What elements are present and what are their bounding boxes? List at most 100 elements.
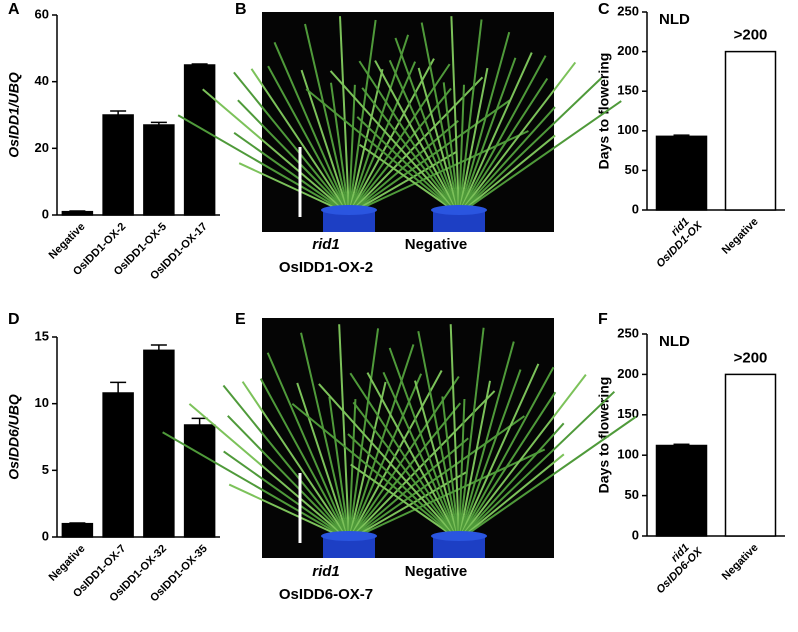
y-tick-label: 0 [632, 201, 639, 216]
leaf [458, 67, 489, 215]
leaf [458, 363, 540, 541]
leaf [350, 463, 460, 541]
leaf [241, 381, 350, 541]
leaf [348, 87, 452, 215]
x-tick-label: Negative [720, 216, 761, 257]
bar [724, 50, 777, 211]
y-tick-label: 50 [625, 162, 639, 177]
leaf [349, 372, 460, 541]
error-bar [673, 443, 690, 446]
leaf [329, 70, 460, 215]
y-tick-label: 20 [35, 140, 49, 155]
leaf [227, 415, 350, 541]
error-bar [191, 417, 208, 425]
leaf [259, 378, 350, 541]
leaf [348, 375, 460, 541]
leaf [458, 77, 603, 215]
leaf [442, 82, 460, 215]
pot-rim [321, 531, 377, 541]
leaf [417, 67, 460, 215]
leaf [458, 341, 515, 541]
leaf [291, 402, 460, 541]
leaf [348, 68, 384, 215]
leaf [388, 347, 460, 541]
leaf [233, 71, 350, 215]
leaf [458, 327, 485, 541]
leaf [348, 84, 356, 215]
leaf [449, 324, 460, 541]
bar [183, 424, 216, 538]
bar [143, 349, 175, 538]
photo-caption: OsIDD1-OX-2 [279, 259, 373, 276]
photo-caption: Negative [405, 236, 468, 253]
leaf [458, 52, 533, 215]
leaf [441, 396, 460, 541]
y-tick-label: 0 [42, 528, 49, 543]
y-tick-label: 10 [35, 395, 49, 410]
leaf [458, 398, 466, 541]
bar [655, 135, 708, 211]
error-bar [69, 522, 86, 524]
leaf [374, 60, 460, 215]
bar [61, 522, 94, 538]
leaf [458, 453, 565, 541]
leaf [237, 99, 350, 215]
leaf [296, 382, 350, 541]
leaf [458, 55, 547, 215]
y-tick-label: 50 [625, 487, 639, 502]
error-bar [69, 210, 86, 212]
leaf [366, 372, 460, 541]
leaf [458, 77, 549, 215]
leaf [359, 144, 460, 215]
leaf [273, 41, 350, 215]
bar [61, 210, 94, 216]
x-tick-label: Negative [720, 542, 761, 583]
leaf [223, 450, 350, 541]
y-tick-label: 100 [617, 447, 639, 462]
leaf [458, 84, 465, 215]
leaf [458, 380, 492, 541]
y-tick-label: 60 [35, 6, 49, 21]
panel-label: A [8, 1, 20, 18]
leaf [348, 76, 484, 215]
leaf [300, 332, 350, 541]
value-label: >200 [734, 27, 768, 44]
bar [655, 444, 708, 537]
leaf [348, 471, 467, 541]
leaf [417, 330, 460, 541]
y-axis-label: OsIDD6/UBQ [6, 394, 22, 480]
leaf [420, 22, 460, 215]
pot [433, 536, 485, 558]
panel-label: B [235, 1, 247, 18]
leaf [177, 114, 350, 215]
leaf [202, 88, 350, 215]
leaf [348, 150, 457, 215]
leaf [458, 31, 511, 215]
pot [433, 210, 485, 232]
photo-caption: rid1 [312, 236, 340, 253]
pot-rim [431, 531, 487, 541]
error-bar [110, 110, 127, 115]
leaf [318, 383, 460, 541]
leaf [458, 374, 587, 541]
leaf [348, 390, 496, 541]
leaf [348, 130, 529, 215]
leaf [458, 366, 555, 541]
leaf [329, 82, 350, 215]
y-tick-label: 200 [617, 366, 639, 381]
leaf [388, 59, 460, 215]
leaf [238, 162, 350, 215]
leaf [338, 324, 350, 541]
bar [102, 114, 134, 216]
x-tick-label: Negative [47, 543, 88, 584]
leaf [458, 106, 556, 215]
leaf [382, 371, 460, 541]
pot-rim [431, 205, 487, 215]
y-axis-label: Days to flowering [596, 53, 612, 170]
photo-caption: Negative [405, 563, 468, 580]
y-tick-label: 250 [617, 325, 639, 340]
panel-label: D [8, 311, 20, 328]
leaf [300, 69, 350, 215]
leaf [356, 116, 460, 215]
leaf [458, 61, 577, 215]
